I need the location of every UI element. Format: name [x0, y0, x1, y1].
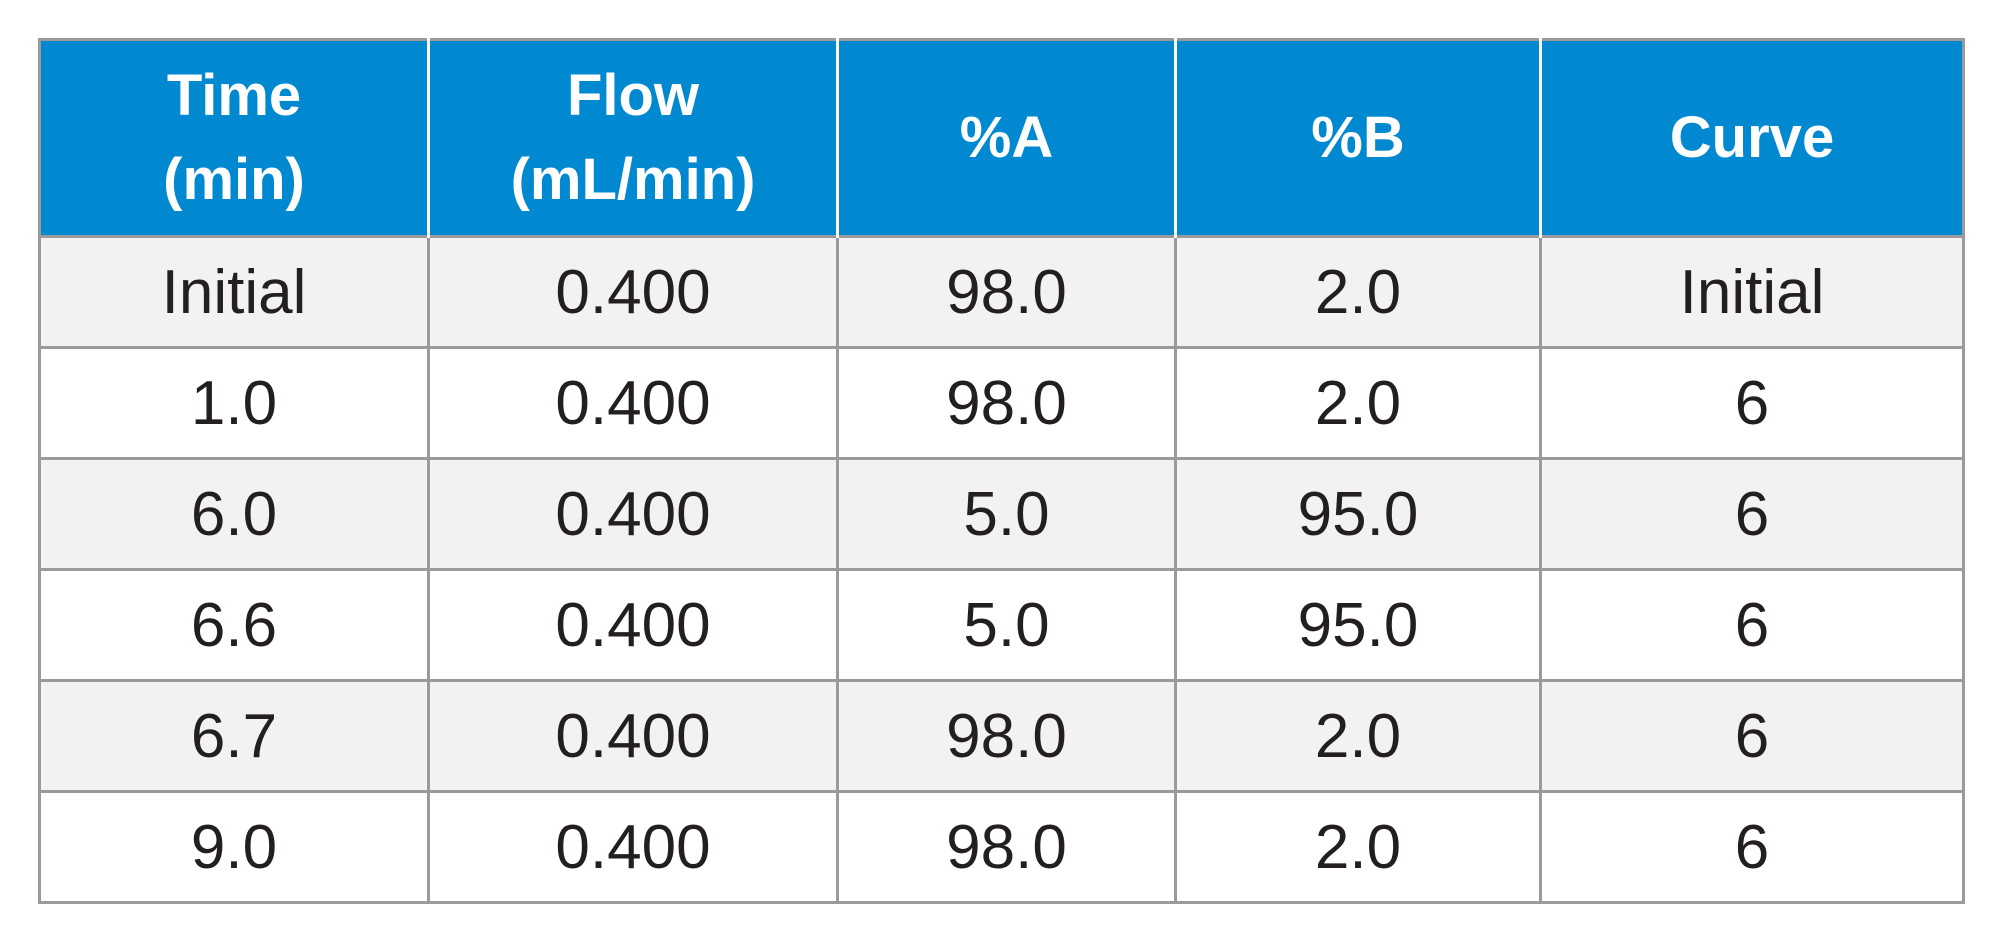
cell-curve: 6	[1539, 568, 1965, 682]
header-row: Time (min) Flow (mL/min) %A %B Curve	[39, 39, 1964, 237]
cell-flow: 0.400	[427, 235, 839, 349]
gradient-table: Time (min) Flow (mL/min) %A %B Curve Ini…	[38, 38, 1965, 904]
cell-percent-a: 98.0	[836, 346, 1177, 460]
cell-percent-b: 2.0	[1174, 346, 1542, 460]
cell-percent-a: 98.0	[836, 679, 1177, 793]
table-row: 1.0 0.400 98.0 2.0 6	[38, 346, 1965, 460]
cell-percent-b: 2.0	[1174, 235, 1542, 349]
cell-curve: 6	[1539, 346, 1965, 460]
cell-percent-b: 95.0	[1174, 568, 1542, 682]
cell-percent-b: 2.0	[1174, 679, 1542, 793]
header-percent-a-label: %A	[959, 105, 1054, 170]
cell-percent-a: 98.0	[836, 790, 1177, 904]
table-row: 6.0 0.400 5.0 95.0 6	[38, 457, 1965, 571]
table-row: 9.0 0.400 98.0 2.0 6	[38, 790, 1965, 904]
cell-time: 6.7	[38, 679, 430, 793]
cell-percent-a: 98.0	[836, 235, 1177, 349]
cell-time: Initial	[38, 235, 430, 349]
table-row: Initial 0.400 98.0 2.0 Initial	[38, 235, 1965, 349]
cell-flow: 0.400	[427, 568, 839, 682]
cell-flow: 0.400	[427, 679, 839, 793]
header-curve-label: Curve	[1669, 105, 1835, 170]
header-percent-b-label: %B	[1311, 105, 1405, 170]
header-flow-label: Flow	[566, 63, 700, 128]
cell-flow: 0.400	[427, 346, 839, 460]
cell-flow: 0.400	[427, 457, 839, 571]
header-time: Time (min)	[39, 39, 430, 237]
header-flow: Flow (mL/min)	[427, 39, 839, 237]
table-header: Time (min) Flow (mL/min) %A %B Curve	[39, 39, 1964, 237]
cell-percent-a: 5.0	[836, 457, 1177, 571]
cell-percent-b: 95.0	[1174, 457, 1542, 571]
cell-time: 9.0	[38, 790, 430, 904]
table-row: 6.7 0.400 98.0 2.0 6	[38, 679, 1965, 793]
cell-flow: 0.400	[427, 790, 839, 904]
header-percent-b: %B	[1174, 39, 1542, 237]
cell-curve: Initial	[1539, 235, 1965, 349]
header-time-unit: (min)	[163, 147, 305, 212]
header-time-label: Time	[166, 63, 302, 128]
cell-time: 6.0	[38, 457, 430, 571]
cell-time: 6.6	[38, 568, 430, 682]
cell-time: 1.0	[38, 346, 430, 460]
header-flow-unit: (mL/min)	[510, 147, 756, 212]
header-curve: Curve	[1539, 39, 1964, 237]
table-body: Initial 0.400 98.0 2.0 Initial 1.0 0.400…	[38, 235, 1965, 904]
cell-curve: 6	[1539, 679, 1965, 793]
cell-curve: 6	[1539, 790, 1965, 904]
cell-curve: 6	[1539, 457, 1965, 571]
header-percent-a: %A	[836, 39, 1177, 237]
cell-percent-a: 5.0	[836, 568, 1177, 682]
cell-percent-b: 2.0	[1174, 790, 1542, 904]
table-row: 6.6 0.400 5.0 95.0 6	[38, 568, 1965, 682]
